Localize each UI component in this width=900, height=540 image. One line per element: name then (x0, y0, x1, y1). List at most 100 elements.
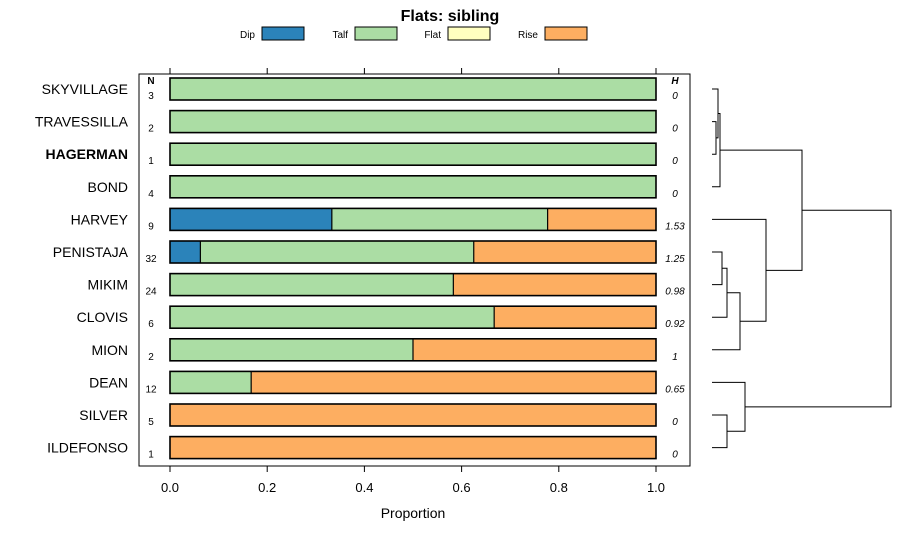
bar-outline-hagerman (169, 142, 657, 166)
n-value-silver: 5 (148, 417, 154, 428)
legend: Dip Talf Flat Rise (240, 26, 588, 41)
bar-outline-clovis (169, 305, 657, 330)
plot-frame (138, 73, 691, 467)
x-tick-label-0: 0.0 (161, 480, 179, 495)
bar-segment-harvey-dip (170, 208, 332, 231)
n-value-harvey: 9 (148, 221, 154, 232)
category-label-penistaja: PENISTAJA (53, 244, 129, 260)
legend-label-dip: Dip (240, 30, 255, 41)
bar-outline-travessilla (169, 109, 657, 134)
bar-segment-penistaja-dip (170, 241, 201, 263)
bar-segment-bond-talf (170, 175, 656, 198)
n-value-bond: 4 (148, 189, 154, 200)
bar-segment-dean-rise (251, 371, 657, 394)
legend-label-rise: Rise (518, 30, 538, 41)
category-label-mion: MION (91, 342, 128, 358)
dendro-link-9 (712, 414, 728, 449)
x-tick-label-2: 0.4 (355, 480, 373, 495)
bar-segment-penistaja-talf (200, 241, 474, 263)
x-tick-label-3: 0.6 (453, 480, 471, 495)
category-label-skyvillage: SKYVILLAGE (42, 81, 128, 97)
bar-segment-harvey-rise (547, 208, 656, 231)
bar-segment-penistaja-rise (473, 241, 656, 263)
dendro-link-7 (712, 218, 767, 322)
x-axis-title: Proportion (381, 505, 446, 521)
n-value-mikim: 24 (145, 287, 157, 298)
chart-title: Flats: sibling (401, 8, 500, 25)
bar-segment-silver-rise (170, 404, 656, 426)
dendro-link-root (745, 209, 892, 408)
h-value-bond: 0 (672, 189, 678, 200)
x-axis: 0.0 0.2 0.4 0.6 0.8 1.0 (161, 68, 665, 495)
category-label-silver: SILVER (79, 407, 128, 423)
dendro-link-5 (712, 267, 728, 318)
bar-outline-ildefonso (169, 435, 657, 460)
dendrogram (712, 88, 892, 449)
legend-swatch-talf (354, 26, 398, 41)
category-label-mikim: MIKIM (88, 277, 128, 293)
bar-segment-travessilla-talf (170, 110, 656, 133)
bar-segment-clovis-rise (494, 306, 656, 329)
category-label-harvey: HARVEY (71, 211, 129, 227)
bar-outline-silver (169, 403, 657, 427)
n-value-skyvillage: 3 (148, 91, 154, 102)
bar-segment-mion-talf (170, 338, 413, 361)
n-value-hagerman: 1 (148, 156, 154, 167)
category-label-bond: BOND (88, 179, 128, 195)
legend-swatch-flat (447, 26, 491, 41)
dendro-link-10 (712, 381, 746, 432)
n-value-dean: 12 (145, 384, 157, 395)
bar-segment-clovis-talf (170, 306, 495, 329)
h-value-mikim: 0.98 (665, 287, 685, 298)
h-value-silver: 0 (672, 417, 678, 428)
n-value-clovis: 6 (148, 319, 154, 330)
legend-label-talf: Talf (332, 30, 348, 41)
dendro-link-6 (712, 292, 741, 351)
bar-outline-mion (169, 337, 657, 362)
bar-outline-dean (169, 370, 657, 395)
x-tick-label-4: 0.8 (550, 480, 568, 495)
bar-segment-harvey-talf (331, 208, 548, 231)
h-value-penistaja: 1.25 (665, 254, 685, 265)
bar-outline-mikim (169, 272, 657, 297)
bar-segment-hagerman-talf (170, 143, 656, 166)
category-labels: SKYVILLAGE TRAVESSILLA HAGERMAN BOND HARVEY P… (35, 81, 129, 456)
bar-outline-skyvillage (169, 77, 657, 101)
n-value-mion: 2 (148, 352, 154, 363)
legend-swatch-rise (544, 26, 588, 41)
h-value-ildefonso: 0 (672, 450, 678, 461)
h-value-mion: 1 (672, 352, 678, 363)
n-value-penistaja: 32 (145, 254, 157, 265)
category-label-clovis: CLOVIS (77, 309, 128, 325)
bars-group (169, 77, 657, 460)
n-value-travessilla: 2 (148, 124, 154, 135)
h-value-hagerman: 0 (672, 156, 678, 167)
category-label-dean: DEAN (89, 374, 128, 390)
category-label-hagerman: HAGERMAN (46, 146, 128, 162)
h-value-harvey: 1.53 (665, 221, 685, 232)
dendro-link-2 (712, 88, 719, 139)
bar-segment-mikim-rise (453, 273, 656, 296)
bar-outline-bond (169, 175, 657, 199)
n-column-header: N (147, 76, 154, 87)
legend-label-flat: Flat (424, 30, 441, 41)
n-value-ildefonso: 1 (148, 450, 154, 461)
h-column-header: H (671, 76, 679, 87)
h-column: H 0 0 0 0 1.53 1.25 0.98 0.92 1 0.65 0 0 (665, 76, 685, 461)
legend-swatch-dip (261, 26, 305, 41)
bar-segment-skyvillage-talf (170, 78, 656, 100)
x-tick-label-5: 1.0 (647, 480, 665, 495)
dendro-link-8 (720, 149, 803, 271)
bar-segment-mikim-talf (170, 273, 454, 296)
x-tick-label-1: 0.2 (258, 480, 276, 495)
h-value-clovis: 0.92 (665, 319, 685, 330)
category-label-travessilla: TRAVESSILLA (35, 114, 129, 130)
h-value-skyvillage: 0 (672, 91, 678, 102)
bar-segment-ildefonso-rise (170, 436, 656, 459)
bar-segment-dean-talf (170, 371, 252, 394)
bar-segment-mion-rise (413, 338, 656, 361)
bar-outline-harvey (169, 207, 657, 232)
category-label-ildefonso: ILDEFONSO (47, 440, 128, 456)
